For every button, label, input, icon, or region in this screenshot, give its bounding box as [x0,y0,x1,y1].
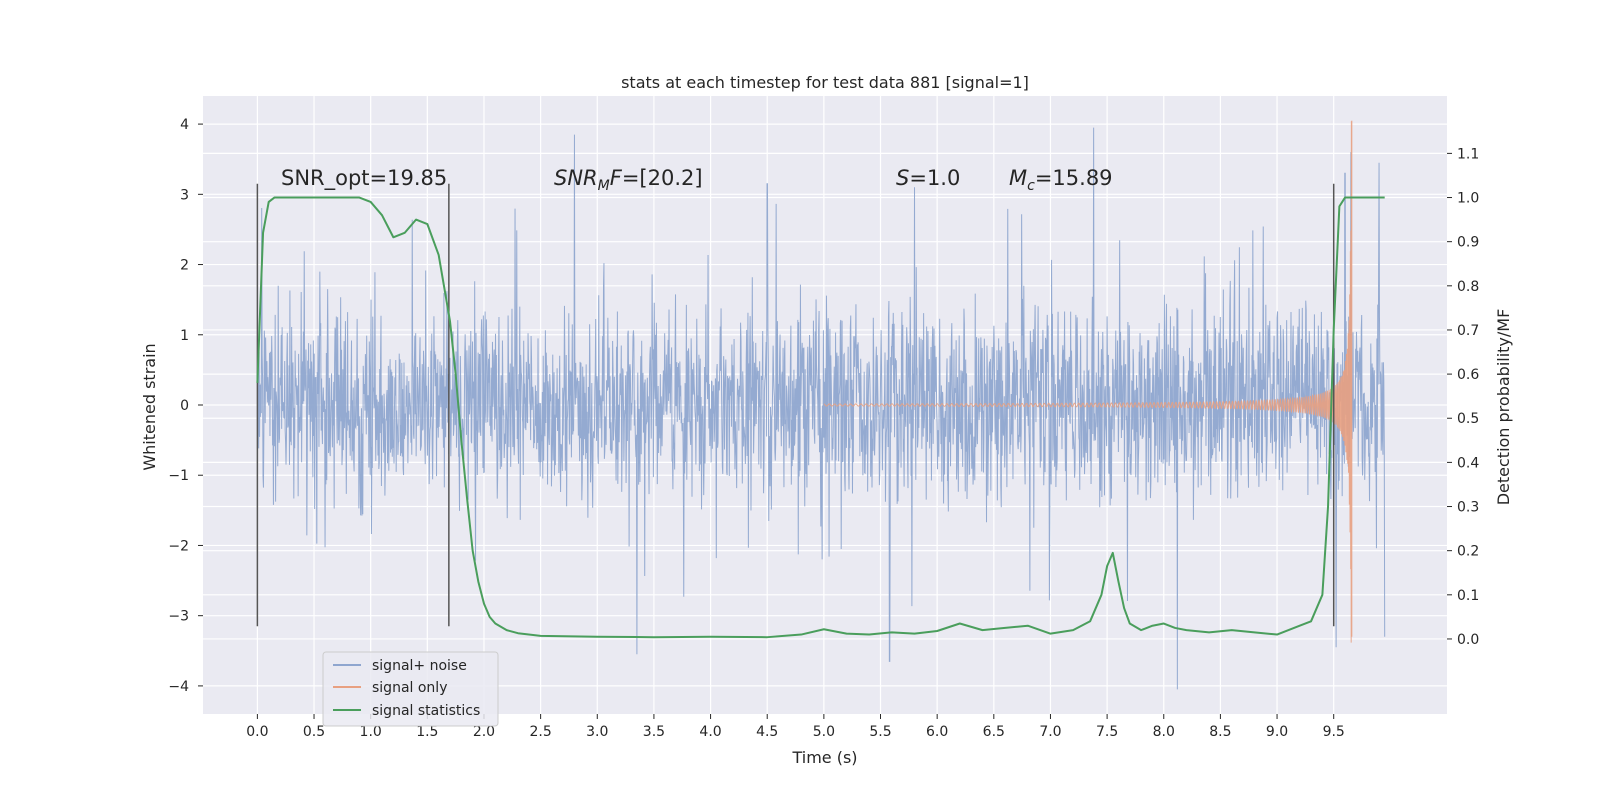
y2-tick-label: 0.2 [1457,544,1479,560]
y-axis-left: −4 −3 −2 −1 0 1 2 3 4 [168,117,203,695]
x-tick-label: 7.0 [1039,724,1061,740]
y2-tick-label: 0.1 [1457,588,1479,604]
y2-tick-label: 0.5 [1457,411,1479,427]
y-axis-label: Whitened strain [140,343,159,470]
vertical-markers [256,183,1335,627]
x-tick-label: 8.5 [1209,724,1231,740]
noise-trace [256,127,1386,690]
annotation-s: S=1.0 [896,166,960,190]
y-tick-label: 0 [180,398,189,414]
annotation-mc: Mc=15.89 [1009,166,1113,194]
y2-tick-label: 0.8 [1457,279,1479,295]
y2-tick-label: 0.0 [1457,632,1479,648]
y-tick-label: 1 [180,328,189,344]
chirp-series [823,120,1353,643]
x-axis-label: Time (s) [791,748,857,767]
annotations: SNR_opt=19.85 SNRMF=[20.2] S=1.0 Mc=15.8… [281,166,1113,194]
y-axis-right: 0.0 0.1 0.2 0.3 0.4 0.5 0.6 0.7 0.8 0.9 1.0 1.1 [1447,146,1479,648]
x-tick-label: 4.5 [756,724,778,740]
x-tick-label: 1.0 [360,724,382,740]
x-tick-label: 6.5 [983,724,1005,740]
y-tick-label: 3 [180,187,189,203]
x-tick-label: 8.0 [1153,724,1175,740]
y-tick-label: −2 [168,538,189,554]
x-tick-label: 9.5 [1323,724,1345,740]
chirp-trace [823,120,1353,643]
x-tick-label: 7.5 [1096,724,1118,740]
noise-series [256,127,1386,690]
y-tick-label: 2 [180,258,189,274]
legend-label-signal: signal only [372,680,447,696]
legend-label-stats: signal statistics [372,703,480,719]
y2-tick-label: 1.0 [1457,191,1479,207]
x-tick-label: 0.0 [246,724,268,740]
y2-tick-label: 0.6 [1457,367,1479,383]
legend-box [322,651,499,727]
y-tick-label: −4 [168,679,189,695]
annotation-snr-opt: SNR_opt=19.85 [281,166,447,191]
x-tick-label: 6.0 [926,724,948,740]
x-tick-label: 3.5 [643,724,665,740]
x-tick-label: 0.5 [303,724,325,740]
x-tick-label: 1.5 [416,724,438,740]
legend: signal+ noise signal only signal statist… [322,651,499,727]
x-tick-label: 4.0 [699,724,721,740]
x-tick-label: 2.5 [529,724,551,740]
annotation-snr-mf: SNRMF=[20.2] [554,166,703,194]
y2-axis-label: Detection probability/MF [1494,309,1513,506]
x-tick-label: 5.5 [869,724,891,740]
chart-title: stats at each timestep for test data 881… [621,73,1029,92]
y-tick-label: −3 [168,609,189,625]
y2-tick-label: 0.7 [1457,323,1479,339]
y-tick-label: 4 [180,117,189,133]
x-axis: 0.0 0.5 1.0 1.5 2.0 2.5 3.0 3.5 4.0 4.5 5.0 5.5 6.0 6… [246,714,1345,740]
y2-tick-label: 0.4 [1457,455,1479,471]
statistics-trace [256,196,1385,639]
x-tick-label: 2.0 [473,724,495,740]
y2-tick-label: 1.1 [1457,146,1479,162]
y2-tick-label: 0.9 [1457,235,1479,251]
x-tick-label: 3.0 [586,724,608,740]
x-tick-label: 5.0 [813,724,835,740]
statistics-series [256,196,1385,639]
y2-tick-label: 0.3 [1457,500,1479,516]
y-tick-label: −1 [168,468,189,484]
x-tick-label: 9.0 [1266,724,1288,740]
legend-label-noise: signal+ noise [372,658,467,674]
